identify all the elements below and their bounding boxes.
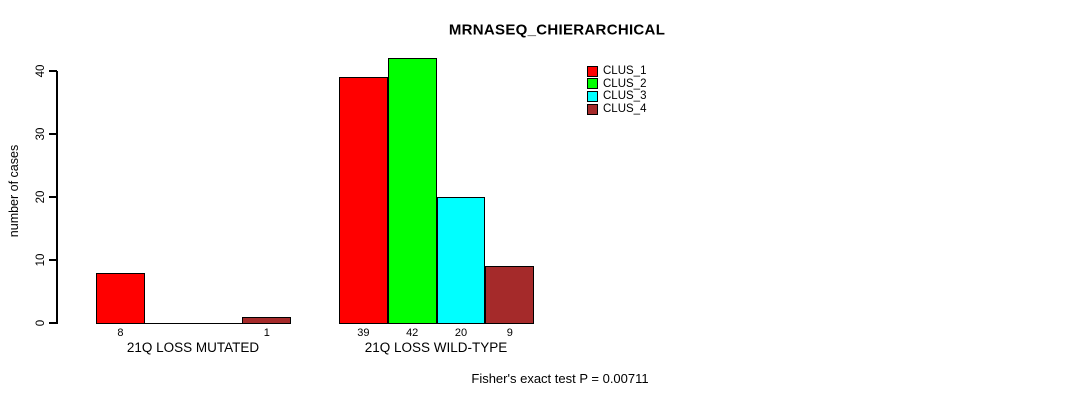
legend-item-clus-4: CLUS_4 [587, 103, 646, 116]
bar-clus_4-group1 [242, 316, 292, 325]
zero-bar-clus_2-group1 [144, 322, 195, 324]
y-tick-label: 40 [35, 64, 47, 78]
bar-value-label-clus_1-group2: 39 [357, 327, 370, 339]
legend-item-clus-1: CLUS_1 [587, 65, 646, 78]
legend-label-clus-2: CLUS_2 [603, 77, 647, 90]
y-tick [49, 322, 57, 324]
bar-clus_1-group1 [96, 272, 145, 325]
y-tick-label: 30 [35, 127, 47, 141]
chart-title: MRNASEQ_CHIERARCHICAL [448, 21, 666, 39]
legend-item-clus-3: CLUS_3 [587, 90, 646, 103]
legend-label-clus-3: CLUS_3 [603, 90, 647, 103]
y-axis-line [56, 71, 58, 324]
legend-label-clus-1: CLUS_1 [603, 65, 647, 78]
bar-value-label-clus_4-group1: 1 [263, 327, 270, 339]
bar-value-label-clus_4-group2: 9 [506, 327, 513, 339]
bar-clus_2-group2 [387, 58, 437, 325]
y-tick-label: 0 [35, 319, 47, 327]
bar-clus_3-group2 [436, 197, 486, 325]
bar-value-label-clus_1-group1: 8 [117, 327, 124, 339]
y-tick [49, 70, 57, 72]
bar-clus_1-group2 [339, 77, 388, 325]
bar-value-label-clus_3-group2: 20 [454, 327, 468, 339]
y-tick [49, 133, 57, 135]
group-label-mutated: 21Q LOSS MUTATED [126, 340, 260, 355]
legend-swatch-clus-4 [587, 103, 598, 115]
legend-label-clus-4: CLUS_4 [603, 103, 647, 116]
legend-swatch-clus-3 [587, 90, 598, 102]
y-tick-label: 20 [35, 190, 47, 204]
y-tick-label: 10 [35, 253, 47, 267]
legend-item-clus-2: CLUS_2 [587, 78, 646, 91]
bar-value-label-clus_2-group2: 42 [406, 327, 419, 339]
fisher-test-footnote: Fisher's exact test P = 0.00711 [471, 371, 649, 386]
group-label-wild-type: 21Q LOSS WILD-TYPE [364, 340, 508, 355]
zero-bar-clus_3-group1 [193, 322, 244, 324]
legend: CLUS_1 CLUS_2 CLUS_3 CLUS_4 [587, 65, 646, 115]
y-tick [49, 196, 57, 198]
legend-swatch-clus-1 [587, 65, 598, 77]
bar-clus_4-group2 [485, 266, 535, 325]
y-axis-label: number of cases [7, 144, 21, 238]
legend-swatch-clus-2 [587, 78, 598, 90]
y-tick [49, 259, 57, 261]
